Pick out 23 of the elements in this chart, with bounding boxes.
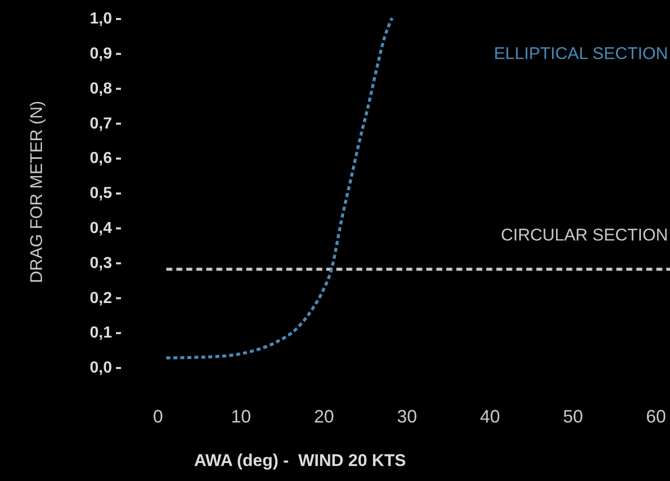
y-axis-title: DRAG FOR METER (N)	[27, 100, 46, 284]
x-tick-label: 40	[480, 406, 500, 426]
x-tick-label: 10	[230, 406, 252, 426]
x-tick-label: 20	[314, 406, 334, 426]
y-tick-label: 0,3	[90, 254, 112, 272]
text: ELLIPTICAL SECTION	[494, 44, 668, 63]
line-series	[164, 16, 394, 360]
y-tick-label: 0,4	[90, 220, 112, 237]
x-tick-label: 0	[152, 406, 164, 426]
y-tick-label: 0,0	[90, 360, 112, 377]
x-tick-label: 50	[562, 406, 584, 426]
y-tick-label: 0,1	[90, 324, 112, 342]
y-tick-label: 0,6	[90, 150, 112, 168]
y-tick-label: 0,7	[90, 115, 112, 132]
x-tick-label: 30	[396, 406, 418, 426]
y-tick-label: 0,9	[90, 46, 112, 62]
y-tick-label: 1,0	[90, 10, 112, 28]
x-axis-title: AWA (deg) - WIND 20 KTS	[194, 451, 406, 470]
y-tick-label: 0,2	[90, 290, 112, 307]
x-tick-label: 60	[646, 406, 666, 426]
y-tick-label: 0,5	[90, 185, 112, 202]
ref-line-label: CIRCULAR SECTION	[500, 225, 668, 244]
y-tick-label: 0,8	[90, 80, 112, 98]
